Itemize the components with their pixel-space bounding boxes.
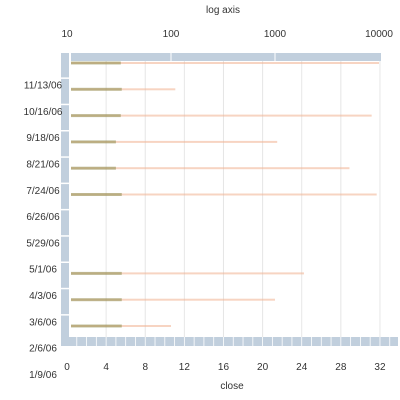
top-tick-label-1000: 1000 xyxy=(264,29,287,40)
category-label: 5/29/06 xyxy=(26,238,60,249)
bottom-tick-label-4: 4 xyxy=(103,362,109,373)
bottom-tick-label-20: 20 xyxy=(257,362,269,373)
log-bar xyxy=(71,272,304,275)
category-label: 8/21/06 xyxy=(26,160,60,171)
category-label: 1/9/06 xyxy=(29,370,57,381)
bottom-tick-label-24: 24 xyxy=(296,362,308,373)
category-label: 9/18/06 xyxy=(26,133,60,144)
top-tick-label-10: 10 xyxy=(61,29,73,40)
category-label: 3/6/06 xyxy=(29,317,57,328)
top-frame-band xyxy=(71,53,381,61)
category-label: 5/1/06 xyxy=(29,265,57,276)
close-bar xyxy=(71,87,122,91)
bottom-axis-title: close xyxy=(220,381,244,392)
close-bar xyxy=(71,324,122,328)
bottom-tick-label-32: 32 xyxy=(374,362,386,373)
top-tick-label-100: 100 xyxy=(163,29,180,40)
frame-layer xyxy=(61,53,398,369)
log-bar xyxy=(71,298,275,301)
top-axis-title: log axis xyxy=(206,5,240,16)
close-bar xyxy=(71,193,122,196)
bottom-tick-label-16: 16 xyxy=(218,362,230,373)
left-frame-band xyxy=(61,53,69,337)
bottom-frame-band xyxy=(61,337,398,346)
log-bar xyxy=(71,140,278,143)
bar-layer xyxy=(71,61,379,328)
top-tick-label-10000: 10000 xyxy=(365,29,393,40)
close-bar xyxy=(71,61,121,65)
category-label: 2/6/06 xyxy=(29,344,57,355)
category-label: 4/3/06 xyxy=(29,291,57,302)
close-bar xyxy=(71,271,122,275)
log-bar xyxy=(71,167,350,170)
log-bar xyxy=(71,88,176,91)
log-bar xyxy=(71,62,379,64)
bottom-tick-label-28: 28 xyxy=(335,362,347,373)
log-bar xyxy=(71,193,377,196)
close-bar xyxy=(71,298,122,302)
log-bar xyxy=(71,114,372,117)
bottom-tick-label-8: 8 xyxy=(142,362,148,373)
bottom-tick-label-12: 12 xyxy=(179,362,191,373)
bottom-tick-label-0: 0 xyxy=(64,362,70,373)
category-label: 6/26/06 xyxy=(26,212,60,223)
close-bar xyxy=(71,114,121,118)
label-layer: 11/13/06 10/16/06 9/18/06 8/21/06 7/24/06 6/2… xyxy=(24,29,394,381)
close-bar xyxy=(71,140,116,144)
close-bar xyxy=(71,166,116,170)
category-label: 7/24/06 xyxy=(26,186,60,197)
category-label: 11/13/06 xyxy=(24,81,63,92)
category-label: 10/16/06 xyxy=(24,107,63,118)
